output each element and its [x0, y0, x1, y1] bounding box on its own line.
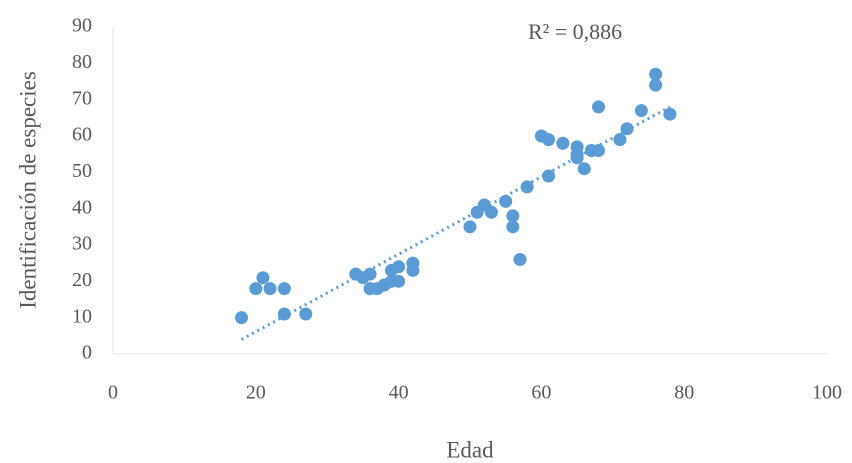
- point: [649, 78, 663, 92]
- x-axis-label: Edad: [446, 437, 494, 462]
- point: [649, 67, 663, 81]
- point: [520, 180, 534, 194]
- y-tick-label: 20: [72, 269, 92, 291]
- point: [613, 133, 627, 147]
- point: [506, 209, 520, 223]
- point: [463, 220, 477, 234]
- point: [249, 282, 263, 296]
- r-squared: R² = 0,886: [528, 19, 622, 44]
- point: [406, 263, 420, 277]
- point: [634, 104, 648, 118]
- point: [392, 260, 406, 274]
- y-tick-label: 90: [72, 15, 92, 37]
- y-tick-label: 60: [72, 124, 92, 146]
- y-axis-label: Identificación de especies: [15, 71, 40, 309]
- point: [499, 194, 513, 208]
- point: [506, 220, 520, 234]
- y-tick-label: 10: [72, 305, 92, 327]
- point: [256, 271, 270, 285]
- x-tick-label: 0: [108, 382, 118, 404]
- x-tick-label: 20: [246, 382, 266, 404]
- x-tick-label: 60: [531, 382, 551, 404]
- x-tick-label: 100: [812, 382, 842, 404]
- point: [235, 311, 249, 325]
- point: [542, 133, 556, 147]
- point: [592, 144, 606, 158]
- point: [299, 307, 313, 321]
- point: [542, 169, 556, 183]
- point: [392, 274, 406, 288]
- point: [263, 282, 277, 296]
- x-tick-label: 40: [389, 382, 409, 404]
- point: [592, 100, 606, 114]
- point: [570, 151, 584, 165]
- x-tick-label: 80: [674, 382, 694, 404]
- y-tick-label: 80: [72, 51, 92, 73]
- point: [556, 136, 570, 150]
- point: [663, 107, 677, 121]
- trendline: [240, 105, 671, 341]
- y-tick-label: 40: [72, 196, 92, 218]
- point: [277, 282, 291, 296]
- y-tick-label: 70: [72, 87, 92, 109]
- point: [277, 307, 291, 321]
- y-tick-label: 50: [72, 160, 92, 182]
- y-tick-label: 30: [72, 233, 92, 255]
- point: [513, 253, 527, 267]
- point: [484, 205, 498, 219]
- point: [620, 122, 634, 136]
- point: [363, 267, 377, 281]
- y-tick-label: 0: [82, 342, 92, 364]
- point: [577, 162, 591, 176]
